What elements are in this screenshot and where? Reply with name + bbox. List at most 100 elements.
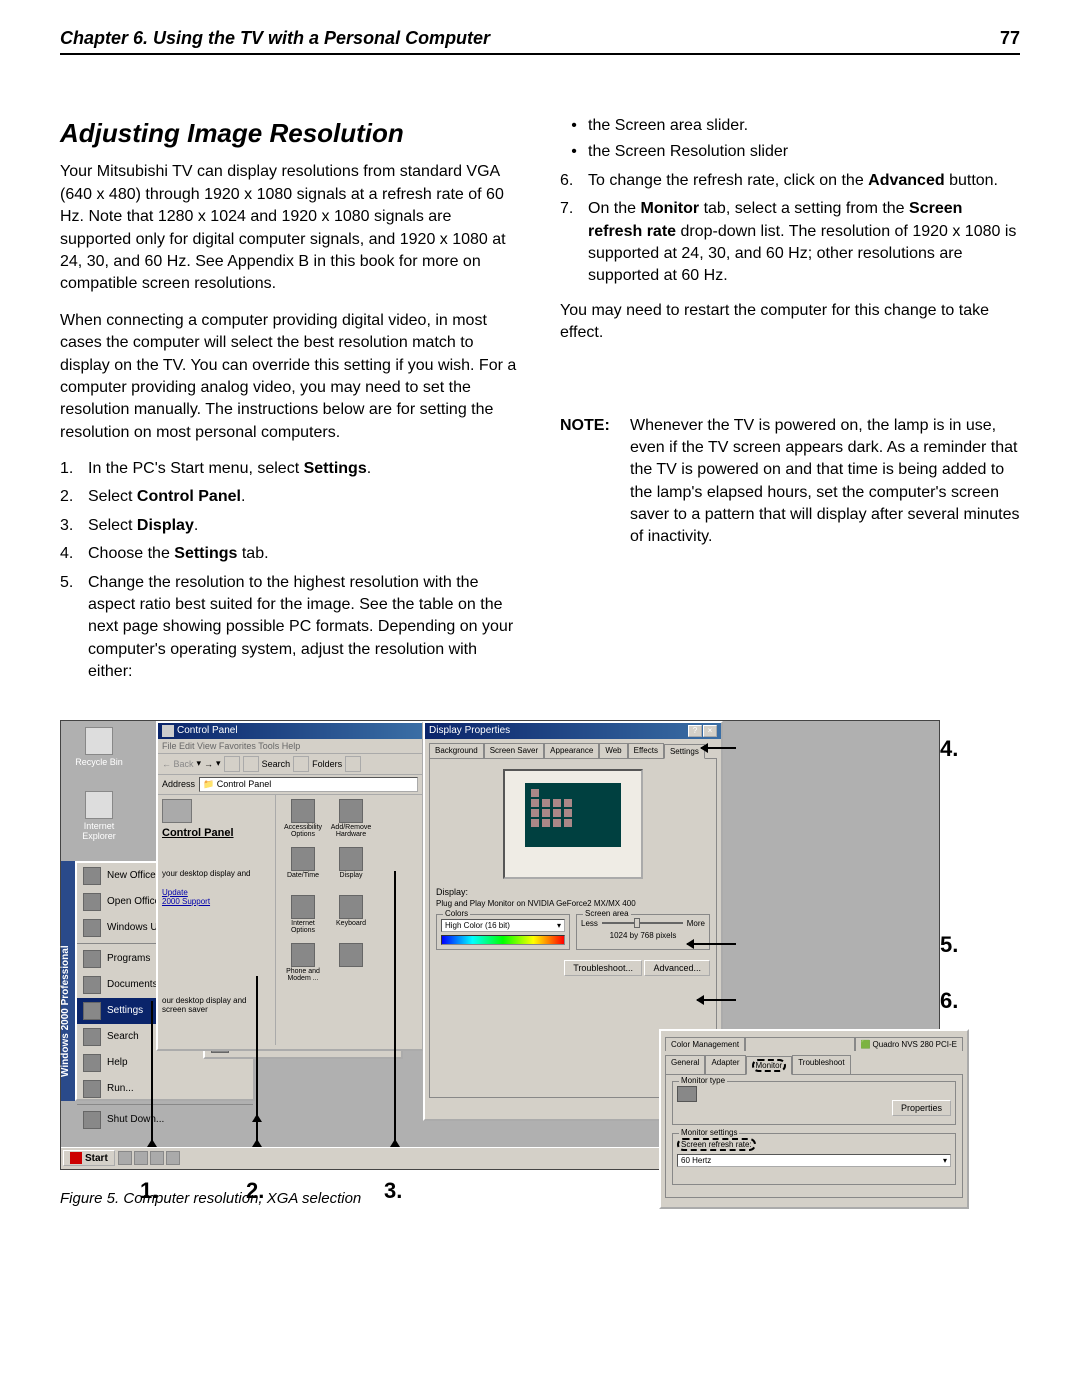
monitor-settings-fieldset: Monitor settings Screen refresh rate: 60… xyxy=(672,1133,956,1185)
intro-para-1: Your Mitsubishi TV can display resolutio… xyxy=(60,161,520,295)
page-header: Chapter 6. Using the TV with a Personal … xyxy=(60,28,1020,55)
tab-screensaver[interactable]: Screen Saver xyxy=(484,743,544,758)
link-update[interactable]: Update xyxy=(162,888,271,897)
cp-blank[interactable] xyxy=(328,943,374,989)
tab-general[interactable]: General xyxy=(665,1055,705,1074)
section-title: Adjusting Image Resolution xyxy=(60,115,520,151)
cp-folder-icon xyxy=(162,799,192,823)
arrow-4 xyxy=(701,747,736,749)
help-button[interactable]: ? xyxy=(688,725,702,737)
advanced-window: Color Management 🟩Quadro NVS 280 PCI-E G… xyxy=(659,1029,969,1209)
properties-button[interactable]: Properties xyxy=(892,1100,951,1116)
cp-heading: Control Panel xyxy=(162,827,271,839)
arrow-3 xyxy=(394,871,396,1146)
quicklaunch-icon[interactable] xyxy=(134,1151,148,1165)
step-6: 6.To change the refresh rate, click on t… xyxy=(560,170,1020,192)
tab-settings[interactable]: Settings xyxy=(664,744,705,759)
cp-internet[interactable]: Internet Options xyxy=(280,895,326,941)
address-input[interactable]: 📁 Control Panel xyxy=(199,777,418,792)
colors-fieldset: Colors High Color (16 bit)▾ xyxy=(436,914,570,950)
tab-background[interactable]: Background xyxy=(429,743,484,758)
bullet-1: •the Screen area slider. xyxy=(560,115,1020,137)
refresh-rate-label: Screen refresh rate: xyxy=(677,1138,756,1151)
recycle-label: Recycle Bin xyxy=(69,757,129,767)
cp-keyboard[interactable]: Keyboard xyxy=(328,895,374,941)
figure-wrap: Recycle Bin Internet Explorer Windows 20… xyxy=(60,720,1020,1207)
history-icon[interactable] xyxy=(345,756,361,772)
steps-list-right: 6.To change the refresh rate, click on t… xyxy=(560,170,1020,288)
callout-5: 5. xyxy=(940,932,958,958)
cp-phone[interactable]: Phone and Modem ... xyxy=(280,943,326,989)
cp-accessibility[interactable]: Accessibility Options xyxy=(280,799,326,845)
desktop-ie[interactable]: Internet Explorer xyxy=(69,791,129,841)
link-2000[interactable]: 2000 Support xyxy=(162,897,271,906)
screenshot: Recycle Bin Internet Explorer Windows 20… xyxy=(60,720,940,1170)
windows-logo-icon xyxy=(70,1152,82,1164)
desktop-recycle-bin[interactable]: Recycle Bin xyxy=(69,727,129,767)
step-3: 3.Select Display. xyxy=(60,515,520,537)
refresh-rate-combo[interactable]: 60 Hertz▾ xyxy=(677,1154,951,1167)
sm-shutdown[interactable]: Shut Down... xyxy=(77,1107,253,1133)
screen-area-slider[interactable]: Less More xyxy=(581,919,705,928)
cp-display[interactable]: Display xyxy=(328,847,374,893)
right-column: •the Screen area slider. •the Screen Res… xyxy=(560,115,1020,690)
cp-title-icon xyxy=(162,725,174,737)
steps-list-left: 1.In the PC's Start menu, select Setting… xyxy=(60,458,520,684)
bullet-2: •the Screen Resolution slider xyxy=(560,141,1020,163)
chapter-title: Chapter 6. Using the TV with a Personal … xyxy=(60,28,490,49)
quicklaunch-icon[interactable] xyxy=(166,1151,180,1165)
arrow-2b xyxy=(256,1021,258,1146)
tab-appearance[interactable]: Appearance xyxy=(544,743,599,758)
cp-addressbar: Address 📁 Control Panel xyxy=(158,775,422,795)
step-2: 2.Select Control Panel. xyxy=(60,486,520,508)
folders-icon[interactable] xyxy=(293,756,309,772)
quicklaunch-icon[interactable] xyxy=(150,1151,164,1165)
up-icon[interactable] xyxy=(224,756,240,772)
tab-monitor[interactable]: Monitor xyxy=(746,1056,793,1075)
monitor-type-fieldset: Monitor type Properties xyxy=(672,1081,956,1125)
troubleshoot-button[interactable]: Troubleshoot... xyxy=(564,960,642,976)
sm-run[interactable]: Run... xyxy=(77,1076,253,1102)
cp-datetime[interactable]: Date/Time xyxy=(280,847,326,893)
callout-1: 1. xyxy=(140,1178,158,1204)
tab-adapter[interactable]: Adapter xyxy=(705,1055,745,1074)
callout-4: 4. xyxy=(940,736,958,762)
tab-web[interactable]: Web xyxy=(599,743,627,758)
tab-effects[interactable]: Effects xyxy=(628,743,664,758)
left-column: Adjusting Image Resolution Your Mitsubis… xyxy=(60,115,520,690)
ie-icon xyxy=(85,791,113,819)
step-5: 5.Change the resolution to the highest r… xyxy=(60,572,520,684)
tab-troubleshoot[interactable]: Troubleshoot xyxy=(792,1055,850,1074)
callout-2: 2. xyxy=(246,1178,264,1204)
callout-3: 3. xyxy=(384,1178,402,1204)
advanced-button[interactable]: Advanced... xyxy=(644,960,710,976)
restart-para: You may need to restart the computer for… xyxy=(560,300,1020,345)
intro-para-2: When connecting a computer providing dig… xyxy=(60,310,520,444)
arrow-5 xyxy=(687,943,736,945)
cp-titlebar: Control Panel xyxy=(158,723,422,739)
control-panel-window: Control Panel File Edit View Favorites T… xyxy=(156,721,424,1051)
tab-color-mgmt[interactable]: Color Management xyxy=(665,1037,745,1051)
display-label: Display: xyxy=(436,887,710,897)
cp-menubar[interactable]: File Edit View Favorites Tools Help xyxy=(158,739,422,753)
tab-quadro[interactable]: 🟩Quadro NVS 280 PCI-E xyxy=(855,1037,963,1051)
colors-combo[interactable]: High Color (16 bit)▾ xyxy=(441,919,565,932)
start-button[interactable]: Start xyxy=(63,1150,115,1166)
cp-toolbar: ← Back▾→▾ Search Folders xyxy=(158,753,422,775)
arrow-1 xyxy=(151,1001,153,1146)
display-text: Plug and Play Monitor on NVIDIA GeForce2… xyxy=(436,899,710,908)
ie-label: Internet Explorer xyxy=(69,821,129,841)
callout-6: 6. xyxy=(940,988,958,1014)
note-block: NOTE: Whenever the TV is powered on, the… xyxy=(560,415,1020,549)
note-text: Whenever the TV is powered on, the lamp … xyxy=(630,415,1020,549)
body-columns: Adjusting Image Resolution Your Mitsubis… xyxy=(60,115,1020,690)
search-icon[interactable] xyxy=(243,756,259,772)
start-menu-banner-text: Windows 2000 Professional xyxy=(60,945,71,1077)
monitor-preview xyxy=(503,769,643,879)
recycle-icon xyxy=(85,727,113,755)
color-strip xyxy=(441,935,565,945)
cp-add-remove[interactable]: Add/Remove Hardware xyxy=(328,799,374,845)
quicklaunch-icon[interactable] xyxy=(118,1151,132,1165)
close-button[interactable]: × xyxy=(703,725,717,737)
step-1: 1.In the PC's Start menu, select Setting… xyxy=(60,458,520,480)
